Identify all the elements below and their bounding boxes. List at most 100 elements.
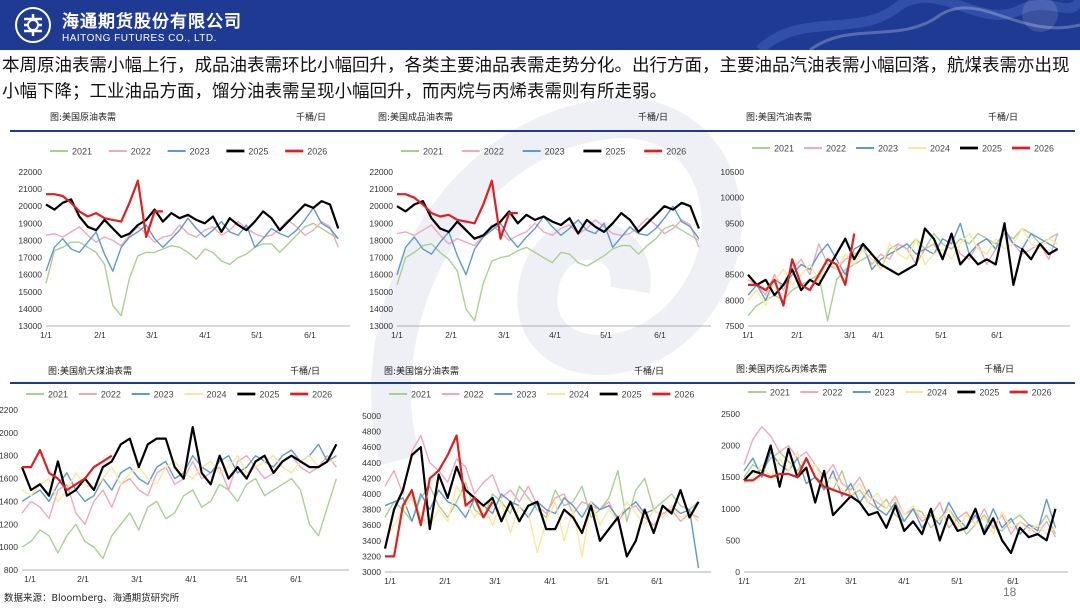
y-tick-label: 17000 (369, 253, 393, 263)
chart-title: 图:美国馏分油表需 (384, 365, 459, 377)
legend-label: 2024 (207, 390, 227, 400)
y-tick-label: 18000 (18, 235, 42, 245)
y-tick-label: 3000 (362, 567, 381, 577)
y-tick-label: 1800 (0, 451, 18, 461)
legend-label: 2025 (979, 388, 999, 398)
y-tick-label: 1200 (0, 519, 18, 529)
series-line-2026 (397, 179, 518, 240)
y-tick-label: 20000 (369, 201, 393, 211)
series-line-2023 (45, 207, 339, 272)
x-tick-label: 6/1 (1007, 576, 1019, 586)
x-tick-label: 6/1 (991, 330, 1003, 340)
x-tick-label: 1/1 (384, 576, 396, 586)
chart-gasoline-svg: 图:美国汽油表需 千桶/日 2021 2022 2023 2024 2025 2026 1050… (720, 111, 1070, 340)
series-line-2021 (743, 451, 1057, 535)
y-tick-label: 500 (726, 535, 740, 545)
chart-jet-fuel-svg: 图:美国航天煤油表需 千桶/日 2021 2022 2023 2024 2025 2026 22… (0, 365, 349, 584)
company-name-en: HAITONG FUTURES CO., LTD. (62, 32, 217, 44)
legend-label: 2026 (312, 390, 332, 400)
series-line-2023 (21, 443, 337, 503)
chart-distillate-svg: 图:美国馏分油表需 千桶/日 2021 2022 2023 2024 2025 2026 500… (362, 365, 711, 586)
y-tick-label: 4800 (362, 427, 381, 437)
y-tick-label: 0 (735, 567, 740, 577)
x-tick-label: 5/1 (600, 330, 612, 340)
legend-label: 2023 (154, 390, 174, 400)
x-tick-label: 4/1 (185, 574, 197, 584)
chart-distillate-demand: 图:美国馏分油表需 千桶/日 2021 2022 2023 2024 2025 2026 500… (360, 362, 720, 592)
y-tick-label: 16000 (369, 270, 393, 280)
series-line-2022 (384, 434, 699, 526)
data-source-note: 数据来源：Bloomberg、海通期货研究所 (4, 593, 180, 604)
series-line-2025 (20, 425, 338, 497)
chart-propane-svg: 图:美国丙烷&丙烯表需 千桶/日 2021 2022 2023 2024 2025 2026 2… (721, 363, 1068, 586)
y-tick-label: 1000 (0, 542, 18, 552)
series-line-2024 (747, 227, 1058, 307)
legend-label: 2026 (1032, 388, 1052, 398)
y-tick-label: 4200 (362, 473, 381, 483)
y-tick-label: 13000 (18, 321, 42, 331)
series-line-2025 (45, 198, 340, 239)
x-tick-label: 4/1 (544, 576, 556, 586)
chart-title: 图:美国丙烷&丙烯表需 (736, 363, 827, 375)
x-tick-label: 6/1 (651, 576, 663, 586)
x-tick-label: 4/1 (898, 576, 910, 586)
chart-unit: 千桶/日 (984, 363, 1014, 375)
chart-unit: 千桶/日 (296, 111, 326, 123)
y-tick-label: 1000 (721, 504, 740, 514)
y-tick-label: 3400 (362, 536, 381, 546)
y-tick-label: 800 (4, 565, 18, 575)
chart-crude-oil-svg: 图:美国原油表需 千桶/日 2021 2022 2023 2025 2026 22000 210… (18, 111, 350, 340)
legend-label: 2022 (484, 147, 504, 157)
y-tick-label: 21000 (369, 184, 393, 194)
x-tick-label: 3/1 (844, 330, 856, 340)
series-line-2025 (743, 444, 1057, 555)
chart-crude-oil-demand: 图:美国原油表需 千桶/日 2021 2022 2023 2025 2026 22000 210… (0, 108, 360, 358)
legend-label: 2021 (72, 147, 92, 157)
chart-unit: 千桶/日 (290, 365, 320, 377)
y-tick-label: 14000 (18, 304, 42, 314)
legend-label: 2023 (545, 147, 565, 157)
separator-top (10, 130, 1075, 132)
y-tick-label: 8500 (725, 270, 744, 280)
legend-label: 2022 (464, 390, 484, 400)
series-line-2026 (46, 179, 163, 239)
y-tick-label: 2000 (721, 441, 740, 451)
series-line-2025 (396, 199, 700, 240)
y-tick-label: 21000 (18, 184, 42, 194)
x-tick-label: 5/1 (951, 576, 963, 586)
series-line-2024 (21, 454, 337, 503)
x-tick-label: 2/1 (794, 576, 806, 586)
y-tick-label: 18000 (369, 235, 393, 245)
x-tick-label: 1/1 (40, 330, 52, 340)
legend-label: 2024 (930, 144, 950, 154)
series-line-2026 (748, 233, 856, 307)
legend-label: 2023 (875, 388, 895, 398)
x-tick-label: 5/1 (251, 330, 263, 340)
y-tick-label: 9500 (725, 218, 744, 228)
chart-title: 图:美国航天煤油表需 (48, 365, 132, 377)
chart-unit: 千桶/日 (634, 365, 664, 377)
x-tick-label: 3/1 (489, 576, 501, 586)
legend-label: 2021 (774, 144, 794, 154)
legend-label: 2026 (307, 147, 327, 157)
y-tick-label: 1400 (0, 496, 18, 506)
separator-bottom (10, 382, 1075, 384)
chart-unit: 千桶/日 (988, 111, 1018, 123)
x-tick-label: 5/1 (236, 574, 248, 584)
y-tick-label: 3600 (362, 520, 381, 530)
y-tick-label: 16000 (18, 270, 42, 280)
legend-label: 2025 (248, 147, 268, 157)
chart-products-demand: 图:美国成品油表需 千桶/日 2021 2022 2023 2025 2026 22000 21… (360, 108, 720, 358)
x-tick-label: 5/1 (935, 330, 947, 340)
legend-label: 2022 (101, 390, 121, 400)
y-tick-label: 10500 (720, 167, 744, 177)
y-tick-label: 19000 (369, 218, 393, 228)
y-tick-label: 10000 (720, 193, 744, 203)
chart-propane-demand: 图:美国丙烷&丙烯表需 千桶/日 2021 2022 2023 2024 2025 2026 2… (718, 362, 1078, 592)
chart-title: 图:美国成品油表需 (378, 111, 453, 123)
legend-label: 2023 (190, 147, 210, 157)
series-line-2023 (396, 205, 700, 276)
y-tick-label: 19000 (18, 218, 42, 228)
series-line-2024 (743, 451, 1056, 535)
legend-label: 2024 (927, 388, 947, 398)
